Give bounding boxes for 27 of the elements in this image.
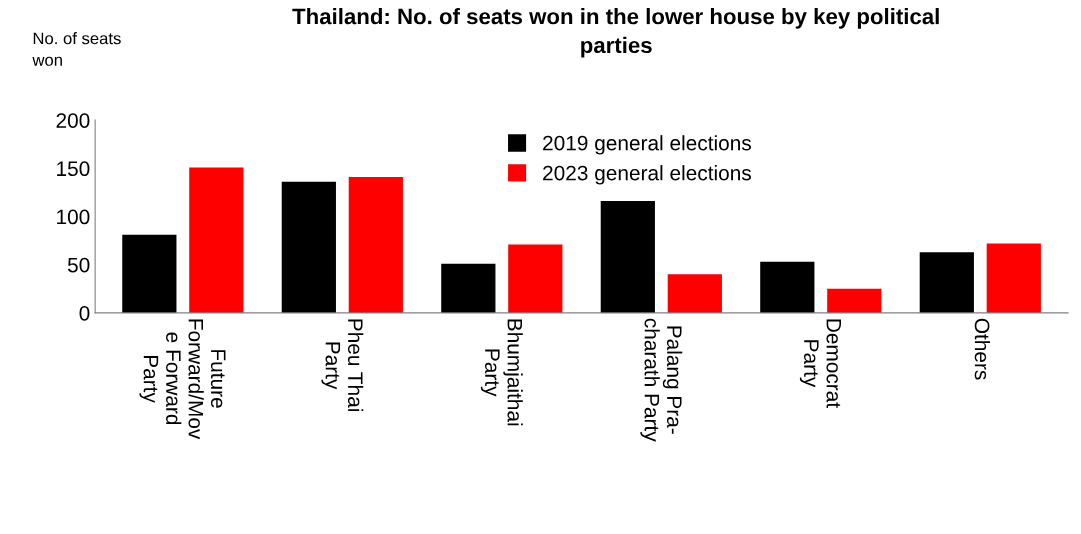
y-axis-title: No. of seats won: [32, 32, 121, 66]
y-tick-label: 0: [79, 305, 90, 321]
bar: [122, 234, 177, 313]
x-tick-label: Others: [974, 318, 991, 380]
x-tick-label: Democrat Party: [799, 319, 841, 408]
bar: [760, 261, 815, 313]
y-tick-label: 150: [57, 161, 90, 177]
bar: [508, 244, 563, 313]
x-tick-label: Bhumjaithai Party: [480, 319, 523, 426]
bar: [827, 288, 882, 313]
bar: [348, 177, 403, 313]
legend-label: 2019 general elections: [543, 135, 751, 155]
legend-label: 2023 general elections: [543, 165, 751, 185]
x-tick-label: Pheu Thai Party: [321, 319, 364, 411]
bar: [667, 274, 722, 313]
chart-title: Thailand: No. of seats won in the lower house by key political parties: [292, 8, 939, 58]
bar: [281, 181, 336, 313]
y-tick-label: 50: [67, 257, 90, 273]
x-tick-label: Palang Pra- charath Party: [640, 318, 683, 442]
bar: [986, 243, 1041, 313]
y-tick-label: 200: [56, 113, 90, 128]
bar: [189, 167, 244, 313]
bar: [919, 252, 974, 313]
bar: [441, 263, 496, 313]
x-tick-label: Future Forward/Mov e Forward Party: [139, 319, 226, 440]
y-tick-label: 100: [57, 209, 90, 225]
bar: [600, 201, 655, 313]
